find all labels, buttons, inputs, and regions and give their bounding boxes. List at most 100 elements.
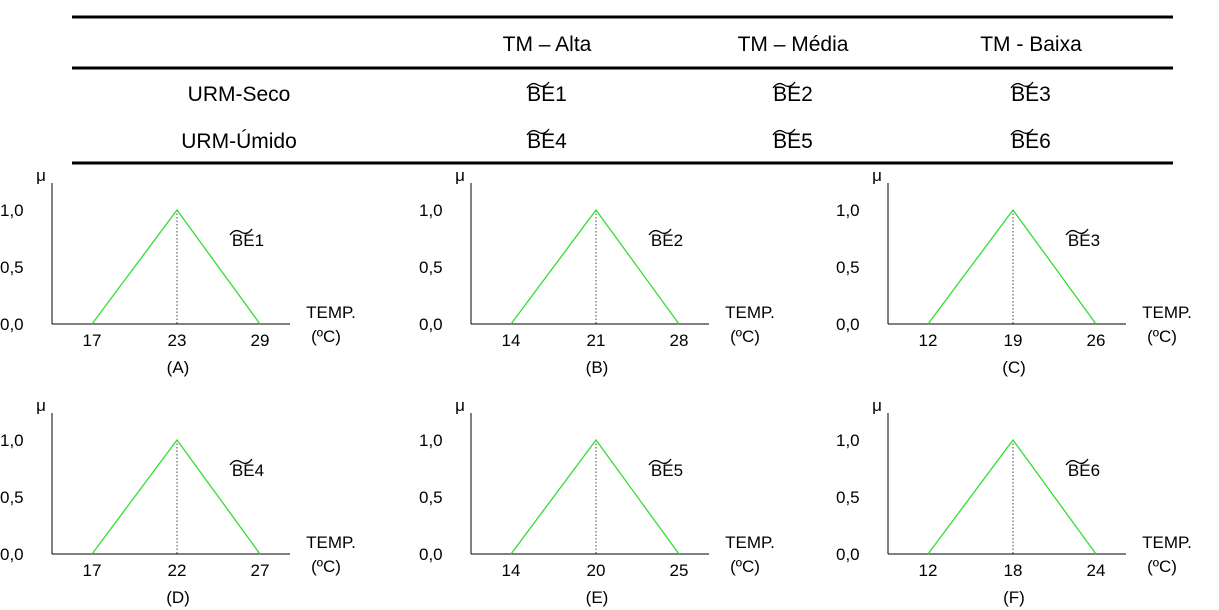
fuzzy-set-hat-icon [648, 228, 672, 236]
fuzzy-set-label: BE2 [651, 231, 683, 250]
y-tick-label: 0,0 [419, 545, 443, 564]
y-tick-label: 0,0 [836, 545, 860, 564]
panel-caption: (D) [166, 588, 190, 607]
membership-function-line [510, 438, 680, 555]
table-cell: BE1 [527, 83, 567, 106]
x-tick-label: 12 [919, 331, 938, 350]
panel-caption: (F) [1003, 588, 1025, 607]
y-tick-label: 0,5 [0, 488, 24, 507]
panel-caption: (E) [586, 588, 609, 607]
table-row-label: URM-Seco [188, 83, 291, 106]
fuzzy-set-hat-icon [229, 228, 253, 236]
panel-caption: (B) [586, 358, 609, 377]
y-tick-label: 0,0 [419, 315, 443, 334]
y-tick-label: 1,0 [419, 201, 443, 220]
x-axis-label: TEMP. [725, 533, 775, 552]
membership-function-line [927, 438, 1097, 555]
membership-panels: μ 1,0 0,5 0,0 17 23 29 TEMP. (ºC) BE1 (A) μ 1,0 0,5 0,… [0, 166, 1192, 607]
table-cell: BE6 [1011, 130, 1051, 153]
y-tick-label: 0,0 [836, 315, 860, 334]
y-tick-label: 0,5 [419, 258, 443, 277]
fuzzy-set-hat-icon [772, 128, 796, 136]
x-tick-label: 23 [168, 331, 187, 350]
x-axis-label: TEMP. [725, 303, 775, 322]
membership-panel: μ 1,0 0,5 0,0 14 21 28 TEMP. (ºC) BE2 (B) [419, 166, 775, 377]
membership-function-line [91, 438, 261, 555]
membership-panel: μ 1,0 0,5 0,0 12 18 24 TEMP. (ºC) BE6 (F) [836, 396, 1192, 607]
x-axis-unit: (ºC) [1147, 557, 1177, 576]
panel-caption: (A) [167, 358, 190, 377]
membership-panel: μ 1,0 0,5 0,0 12 19 26 TEMP. (ºC) BE3 (C) [836, 166, 1192, 377]
fuzzy-set-hat-icon [1010, 81, 1034, 89]
y-tick-label: 1,0 [419, 431, 443, 450]
x-tick-label: 21 [587, 331, 606, 350]
x-axis-unit: (ºC) [311, 327, 341, 346]
x-tick-label: 17 [83, 561, 102, 580]
fuzzy-set-label: BE6 [1068, 461, 1100, 480]
x-axis-unit: (ºC) [311, 557, 341, 576]
mu-axis-label: μ [36, 166, 46, 185]
x-tick-label: 14 [502, 561, 521, 580]
y-tick-label: 1,0 [0, 431, 24, 450]
fuzzy-set-hat-icon [526, 81, 550, 89]
fuzzy-set-hat-icon [1065, 228, 1089, 236]
y-tick-label: 1,0 [0, 201, 24, 220]
y-tick-label: 1,0 [836, 201, 860, 220]
mu-axis-label: μ [872, 166, 882, 185]
y-tick-label: 0,0 [0, 545, 24, 564]
fuzzy-set-label: BE4 [232, 461, 264, 480]
y-tick-label: 0,0 [0, 315, 24, 334]
y-tick-label: 0,5 [836, 488, 860, 507]
x-tick-label: 26 [1087, 331, 1106, 350]
table-cell: BE3 [1011, 83, 1051, 106]
x-tick-label: 20 [587, 561, 606, 580]
mu-axis-label: μ [872, 396, 882, 415]
x-axis-unit: (ºC) [730, 327, 760, 346]
x-tick-label: 29 [251, 331, 270, 350]
membership-panel: μ 1,0 0,5 0,0 17 23 29 TEMP. (ºC) BE1 (A) [0, 166, 356, 377]
classification-table: TM – Alta TM – Média TM - Baixa URM-Seco BE1… [72, 15, 1173, 165]
table-header-1: TM – Alta [503, 33, 592, 56]
membership-function-line [927, 208, 1097, 325]
mu-axis-label: μ [455, 396, 465, 415]
membership-panel: μ 1,0 0,5 0,0 17 22 27 TEMP. (ºC) BE4 (D) [0, 396, 356, 607]
table-header-2: TM – Média [738, 33, 849, 56]
mu-axis-label: μ [36, 396, 46, 415]
x-tick-label: 12 [919, 561, 938, 580]
fuzzy-set-hat-icon [648, 458, 672, 466]
x-tick-label: 27 [251, 561, 270, 580]
x-tick-label: 24 [1087, 561, 1106, 580]
y-tick-label: 0,5 [0, 258, 24, 277]
fuzzy-set-label: BE3 [1068, 231, 1100, 250]
x-tick-label: 22 [168, 561, 187, 580]
y-tick-label: 1,0 [836, 431, 860, 450]
mu-axis-label: μ [455, 166, 465, 185]
fuzzy-set-hat-icon [772, 81, 796, 89]
x-axis-label: TEMP. [1142, 533, 1192, 552]
table-row-label: URM-Úmido [181, 130, 297, 153]
x-axis-unit: (ºC) [730, 557, 760, 576]
fuzzy-set-label: BE5 [651, 461, 683, 480]
membership-panel: μ 1,0 0,5 0,0 14 20 25 TEMP. (ºC) BE5 (E) [419, 396, 775, 607]
table-cell: BE5 [773, 130, 813, 153]
x-tick-label: 18 [1004, 561, 1023, 580]
x-axis-unit: (ºC) [1147, 327, 1177, 346]
table-cell: BE4 [527, 130, 567, 153]
membership-function-line [510, 208, 680, 325]
x-axis-label: TEMP. [306, 533, 356, 552]
panel-caption: (C) [1002, 358, 1026, 377]
x-tick-label: 25 [670, 561, 689, 580]
x-tick-label: 28 [670, 331, 689, 350]
y-tick-label: 0,5 [836, 258, 860, 277]
x-axis-label: TEMP. [306, 303, 356, 322]
fuzzy-set-hat-icon [1010, 128, 1034, 136]
membership-function-line [91, 208, 261, 325]
fuzzy-set-hat-icon [1065, 458, 1089, 466]
fuzzy-set-hat-icon [526, 128, 550, 136]
fuzzy-set-label: BE1 [232, 231, 264, 250]
fuzzy-set-hat-icon [229, 458, 253, 466]
y-tick-label: 0,5 [419, 488, 443, 507]
table-header-3: TM - Baixa [980, 33, 1082, 56]
x-tick-label: 17 [83, 331, 102, 350]
